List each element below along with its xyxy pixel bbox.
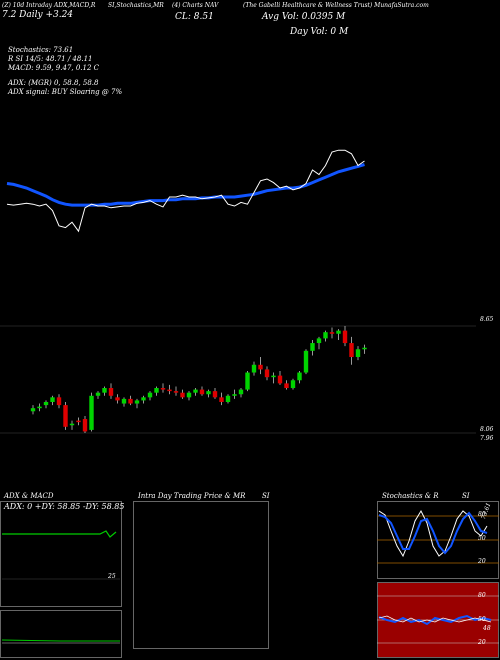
candle-body xyxy=(154,388,159,393)
candle-body xyxy=(69,423,75,426)
candle-body xyxy=(30,408,36,412)
candle-body xyxy=(264,369,270,378)
header-title-mid2: (4) Charts NAV xyxy=(172,2,219,9)
candle-body xyxy=(245,372,250,390)
intraday-panel xyxy=(133,501,269,649)
candle-body xyxy=(134,400,140,404)
candle-body xyxy=(355,349,361,358)
rsi-white-line xyxy=(378,615,492,623)
stoch-label-20: 20 xyxy=(478,558,486,565)
stochastics-panel xyxy=(377,501,499,579)
stoch-label-50: 50 xyxy=(478,535,486,542)
adx-readout: ADX: (MGR) 0, 58.8, 58.8 xyxy=(8,79,99,87)
candle-body xyxy=(349,343,354,358)
candle-body xyxy=(76,420,81,423)
price-label-upper: 8.65 xyxy=(480,316,494,323)
candle-body xyxy=(173,391,179,393)
rsi-label-50: 50 xyxy=(478,616,486,623)
candle-body xyxy=(95,392,101,396)
header-title-right: (The Gabelli Healthcare & Wellness Trust… xyxy=(243,2,429,9)
candle-body xyxy=(238,389,244,395)
candle-body xyxy=(212,391,218,398)
candle-body xyxy=(329,332,335,334)
adx-signal-readout: ADX signal: BUY Sloaring @ 7% xyxy=(8,88,123,96)
candle-body xyxy=(277,375,283,384)
adx-panel xyxy=(0,501,122,607)
candle-body xyxy=(284,383,289,389)
candle-body xyxy=(199,389,205,395)
candle-body xyxy=(102,388,107,393)
stoch-label-80: 80 xyxy=(478,511,486,518)
stochastics-readout: Stochastics: 73.61 xyxy=(8,46,74,54)
candle-body xyxy=(121,398,127,404)
stoch-panel-title: Stochastics & R xyxy=(382,492,439,500)
candle-body xyxy=(342,330,348,344)
candle-body xyxy=(115,397,120,401)
rsi-label-80: 80 xyxy=(478,592,486,599)
rsi-readout: R SI 14/5: 48.71 / 48.11 xyxy=(8,55,93,63)
candle-body xyxy=(108,388,114,396)
candle-body xyxy=(180,392,185,398)
mrsi-overlay xyxy=(6,149,365,233)
header-title-left: (Z) 10d Intraday ADX,MACD,R xyxy=(2,2,96,9)
macd-line xyxy=(1,639,120,642)
candle-body xyxy=(160,388,166,390)
header-close: CL: 8.51 xyxy=(175,12,214,22)
adx-value-label: 25 xyxy=(108,573,116,580)
candle-body xyxy=(271,375,276,378)
candle-body xyxy=(251,364,257,373)
candle-body xyxy=(336,330,341,334)
adx-legend: ADX: 0 +DY: 58.85 -DY: 58.85 xyxy=(4,502,125,511)
candle-body xyxy=(219,397,224,402)
candle-body xyxy=(186,392,192,398)
stoch-panel-title-right: SI xyxy=(462,492,470,500)
rsi-label-20: 20 xyxy=(478,639,486,646)
adx-panel-title: ADX & MACD xyxy=(4,492,54,500)
header-title-mid: SI,Stochastics,MR xyxy=(108,2,164,9)
candle-body xyxy=(290,380,296,389)
candle-body xyxy=(89,395,94,430)
candle-body xyxy=(225,395,231,402)
intra-panel-title: Intra Day Trading Price & MR xyxy=(138,492,246,500)
candle-body xyxy=(56,397,62,406)
candlestick-series xyxy=(30,326,367,433)
candle-body xyxy=(362,347,367,350)
candle-body xyxy=(50,397,55,402)
stoch-k-line xyxy=(378,509,488,558)
adx-line xyxy=(2,530,117,538)
price-label-lower: 8.06 xyxy=(480,426,494,433)
candle-body xyxy=(43,401,49,406)
candle-body xyxy=(258,364,263,370)
macd-readout: MACD: 9.59, 9.47, 0.12 C xyxy=(8,64,100,72)
candle-body xyxy=(323,332,328,339)
candle-body xyxy=(147,392,153,398)
price-label-lower2: 7.96 xyxy=(480,435,494,442)
rsi-value: 48 xyxy=(483,625,491,632)
mrsi-average-line xyxy=(6,163,365,207)
candle-body xyxy=(316,338,322,344)
macd-panel xyxy=(0,610,122,658)
header-day-volume: Day Vol: 0 M xyxy=(290,27,349,37)
header-volume: Avg Vol: 0.0395 M xyxy=(262,12,346,22)
candle-body xyxy=(193,389,198,393)
candle-body xyxy=(141,397,146,401)
candle-body xyxy=(303,350,309,373)
candle-body xyxy=(167,389,172,392)
candle-body xyxy=(128,398,133,404)
intra-panel-title-right: SI xyxy=(262,492,270,500)
price-chart: 19 Sep20 Sep23 Sep24 Sep25 Sep26 Sep27 S… xyxy=(0,149,476,434)
rsi-panel xyxy=(377,582,499,658)
candle-body xyxy=(206,391,211,395)
candle-body xyxy=(63,405,68,427)
candle-body xyxy=(297,372,302,381)
candle-body xyxy=(82,419,88,432)
header-date-line: 7.2 Daily +3.24 xyxy=(2,10,74,20)
candle-body xyxy=(37,406,42,409)
stoch-d-line xyxy=(378,511,488,555)
mrsi-line xyxy=(6,149,365,233)
candle-body xyxy=(232,394,237,396)
candle-body xyxy=(310,343,315,351)
